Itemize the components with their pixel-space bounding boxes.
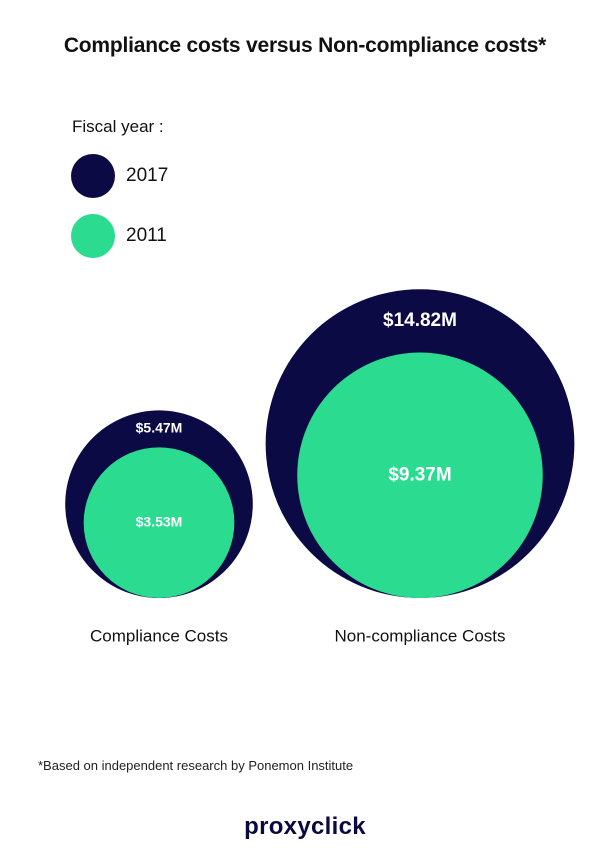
data-label-2011-non-compliance-costs: $9.37M xyxy=(388,464,451,485)
legend-title: Fiscal year : xyxy=(72,117,164,136)
data-label-2017-non-compliance-costs: $14.82M xyxy=(383,310,457,331)
category-label-non-compliance-costs: Non-compliance Costs xyxy=(334,626,505,645)
footnote: *Based on independent research by Ponemo… xyxy=(38,758,354,773)
legend-swatch-2011 xyxy=(71,213,115,258)
bubble-2011-compliance-costs xyxy=(83,447,235,598)
proxyclick-logo: proxyclick xyxy=(244,813,366,840)
legend-item-2017: 2017 xyxy=(71,153,168,198)
data-label-2017-compliance-costs: $5.47M xyxy=(136,420,183,436)
legend-item-2011: 2011 xyxy=(71,213,167,258)
bubble-2011-non-compliance-costs xyxy=(297,352,543,598)
category-label-compliance-costs: Compliance Costs xyxy=(90,626,228,645)
data-label-2011-compliance-costs: $3.53M xyxy=(136,513,183,529)
legend-label-2017: 2017 xyxy=(126,164,169,186)
legend-swatch-2017 xyxy=(71,153,115,198)
chart-title: Compliance costs versus Non-compliance c… xyxy=(63,34,547,57)
legend-label-2011: 2011 xyxy=(126,224,167,246)
